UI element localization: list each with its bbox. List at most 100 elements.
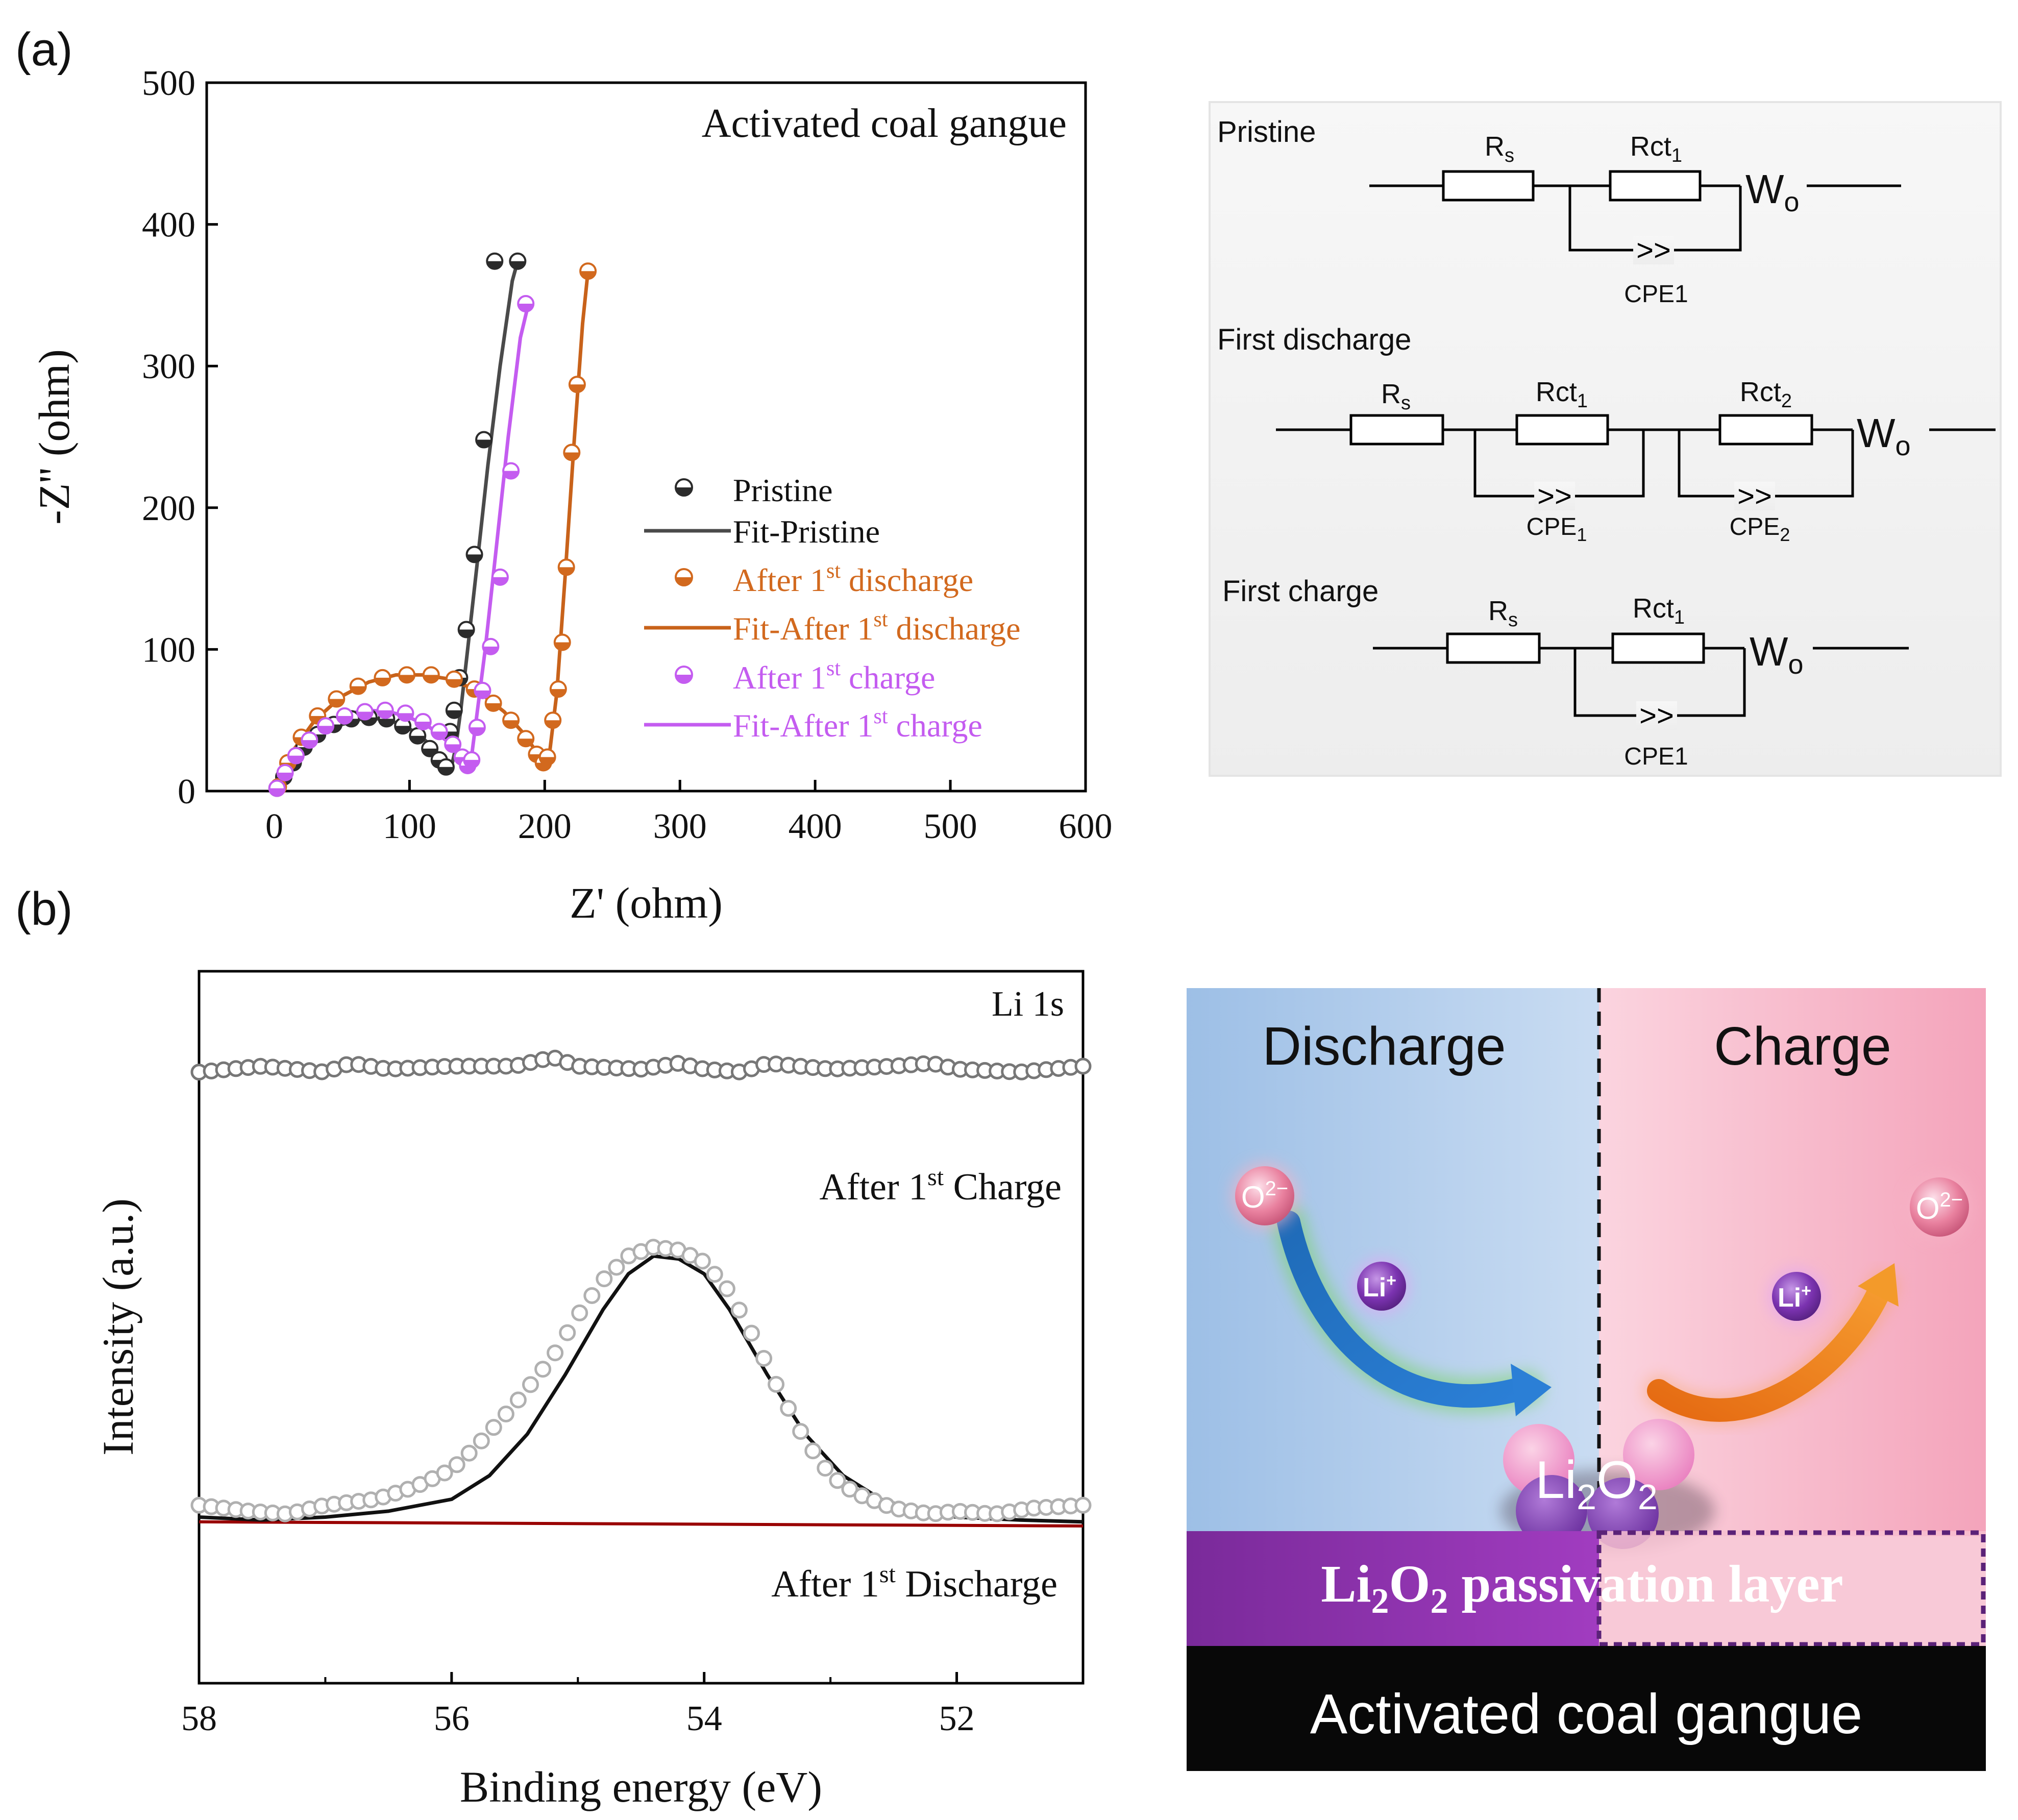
eis-point-fill: [399, 675, 415, 683]
panel-a-label: (a): [15, 23, 72, 76]
eis-point-fill: [398, 713, 413, 721]
eis-point-fill: [277, 772, 293, 780]
eis-point-fill: [329, 699, 344, 707]
xps-annotation-discharge: After 1st Discharge: [771, 1561, 1057, 1605]
eis-points-after-1st-charge: [268, 295, 535, 797]
eis-point-fill: [464, 759, 480, 768]
eis-y-tick-label: 100: [142, 630, 195, 670]
panel-b-label: (b): [15, 883, 72, 935]
pristine-cpe-symbol: >>: [1636, 234, 1671, 267]
passivation-layer-discharge: [1187, 1531, 1599, 1646]
xps-series: [190, 1049, 1092, 1528]
xps-y-axis-label: Intensity (a.u.): [93, 1198, 142, 1456]
eis-point-fill: [438, 767, 454, 775]
xps-chart: 58 56 54 52 Li 1s After 1st Charge After 1s…: [93, 970, 1092, 1811]
eis-point-fill: [487, 261, 503, 269]
discharge-rs-label: Rs: [1381, 379, 1411, 414]
eis-point-fill: [485, 703, 501, 711]
eis-point-fill: [550, 689, 566, 697]
eis-title: Activated coal gangue: [702, 101, 1067, 146]
charge-arrow: [1647, 1282, 1890, 1422]
eis-point-fill: [379, 719, 395, 727]
li-ion-discharge-label: Li+: [1363, 1271, 1396, 1302]
xps-x-tick-label: 58: [181, 1699, 217, 1738]
discharge-cpe2-label: CPE2: [1730, 513, 1790, 545]
eis-y-tick-label: 400: [142, 206, 195, 245]
xps-point: [460, 1444, 478, 1462]
legend-label-pristine: Pristine: [733, 472, 833, 508]
li-ion-discharge: [1357, 1262, 1406, 1311]
eis-point-fill: [545, 720, 561, 728]
legend-item-fit-discharge: Fit-After 1st discharge: [644, 608, 1021, 647]
xps-point: [559, 1324, 576, 1341]
xps-line-background: [199, 1520, 1084, 1528]
eis-point-fill: [503, 471, 519, 479]
pristine-cpe-label: CPE1: [1624, 281, 1688, 308]
legend-item-discharge: After 1st discharge: [675, 559, 973, 598]
xps-point: [817, 1460, 834, 1477]
eis-point-fill: [445, 744, 461, 752]
eis-point-fill: [539, 757, 555, 765]
li2o2-li-atom-left: [1516, 1475, 1587, 1546]
eis-x-tick-label: 600: [1059, 807, 1113, 846]
xps-point: [1074, 1496, 1092, 1514]
eis-y-tick-label: 300: [142, 347, 195, 386]
eis-point-fill: [357, 711, 373, 720]
eis-point-fill: [395, 726, 411, 734]
xps-point: [1074, 1057, 1092, 1075]
li-ion-charge: [1772, 1272, 1821, 1321]
eis-x-tick-label: 200: [518, 807, 572, 846]
xps-point: [448, 1456, 465, 1473]
legend-label-discharge: After 1st discharge: [733, 559, 973, 598]
xps-point: [743, 1324, 760, 1342]
circuits-panel: Pristine >> Rs Rct1 Wo CPE1 First discha…: [1209, 101, 2002, 777]
eis-point-fill: [554, 642, 570, 650]
xps-point: [436, 1464, 453, 1482]
li2o2-o-atom-right: [1623, 1419, 1694, 1490]
o2-ion-discharge: [1235, 1166, 1294, 1225]
eis-point-fill: [503, 720, 519, 728]
legend-label-charge: After 1st charge: [733, 657, 935, 696]
substrate-label: Activated coal gangue: [1310, 1683, 1862, 1745]
eis-point-fill: [318, 726, 334, 734]
discharge-rct1-label: Rct1: [1536, 377, 1588, 412]
legend-marker-charge-fill: [676, 675, 692, 683]
xps-x-tick-label: 56: [434, 1699, 470, 1738]
legend-item-pristine: Pristine: [675, 472, 833, 508]
pristine-rct-label: Rct1: [1630, 131, 1682, 166]
legend-marker-discharge-fill: [676, 577, 692, 585]
eis-point-fill: [475, 690, 490, 698]
eis-x-tick-label: 100: [383, 807, 436, 846]
eis-point-fill: [375, 677, 390, 685]
xps-point: [522, 1376, 539, 1393]
li2o2-cluster-label: Li2O2: [1535, 1450, 1658, 1517]
eis-point-fill: [469, 727, 485, 735]
eis-y-axis-label: -Z'' (ohm): [30, 349, 79, 525]
eis-point-fill: [510, 261, 526, 269]
xps-point: [485, 1419, 502, 1436]
charge-cpe-label: CPE1: [1624, 743, 1688, 770]
o2-ion-discharge-label: O2−: [1241, 1177, 1288, 1214]
circuit-discharge-title: First discharge: [1217, 323, 1411, 356]
xps-point: [583, 1287, 601, 1304]
charge-cpe-symbol: >>: [1639, 699, 1674, 732]
legend-marker-pristine-fill: [676, 487, 692, 496]
xps-point: [730, 1301, 748, 1319]
xps-line-fit: [199, 1254, 1084, 1524]
xps-point: [792, 1423, 809, 1440]
eis-ticks: 0 100 200 300 400 500 600 0 100 200 300 400 500: [142, 64, 1113, 846]
passivation-dotted-outline: [1596, 1530, 1986, 1647]
xps-point: [608, 1259, 625, 1276]
charge-rs-label: Rs: [1488, 596, 1518, 631]
eis-point-fill: [580, 271, 596, 279]
eis-point-fill: [476, 439, 492, 448]
discharge-rs-resistor: [1349, 414, 1444, 446]
xps-point: [509, 1391, 527, 1409]
pristine-rct-resistor: [1609, 170, 1702, 202]
eis-point-fill: [466, 554, 482, 562]
eis-point-fill: [288, 755, 304, 764]
eis-point-fill: [569, 384, 585, 392]
circuit-pristine-title: Pristine: [1217, 115, 1316, 149]
